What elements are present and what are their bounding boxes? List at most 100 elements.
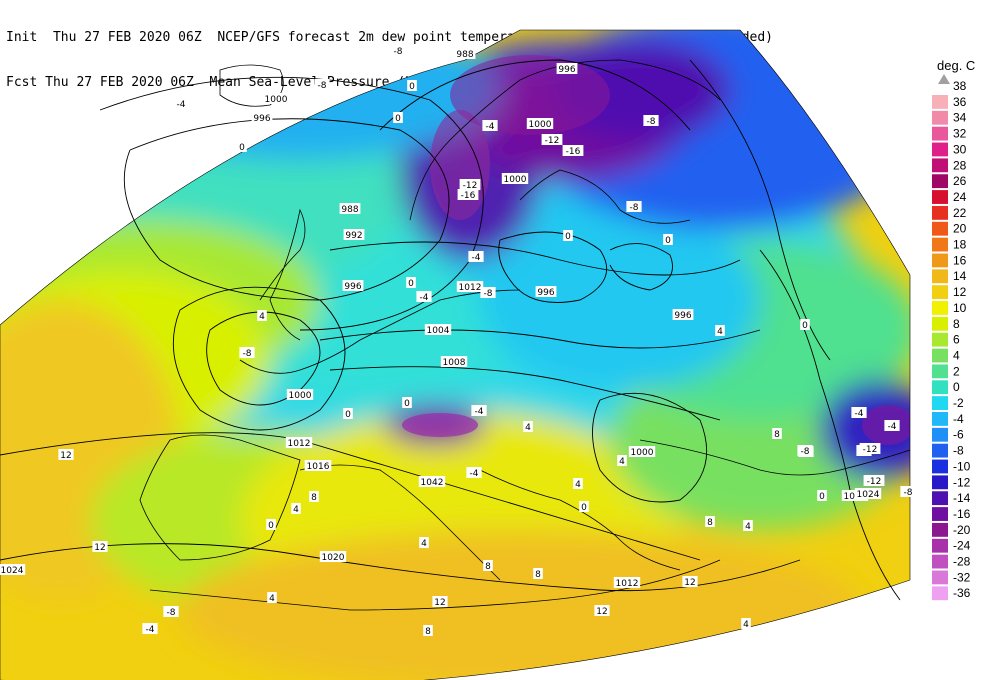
dewpoint-label-bg <box>423 625 433 636</box>
dewpoint-label: 8 <box>425 627 431 637</box>
dewpoint-label-bg <box>617 455 627 466</box>
dewpoint-label-bg <box>863 475 885 486</box>
dewpoint-label: 4 <box>717 327 723 337</box>
dewpoint-label-bg <box>407 80 417 91</box>
legend-label: -32 <box>953 570 971 584</box>
dewpoint-label: 4 <box>293 505 299 515</box>
isobar-label: 1000 <box>265 95 288 105</box>
dewpoint-label-bg <box>471 405 487 416</box>
legend-swatch <box>932 459 948 474</box>
dewpoint-label-bg <box>309 491 319 502</box>
dewpoint-label-bg <box>705 516 715 527</box>
dewpoint-label: -4 <box>472 253 481 263</box>
legend-swatch <box>932 174 948 189</box>
dewpoint-label: -8 <box>904 488 913 498</box>
dewpoint-label: -12 <box>867 477 882 487</box>
dewpoint-label-bg <box>743 520 753 531</box>
isobar-label-bg <box>285 437 313 448</box>
dewpoint-label-bg <box>772 428 782 439</box>
dewpoint-label: 12 <box>684 578 695 588</box>
legend-swatch <box>932 190 948 204</box>
isobar-label-bg <box>613 577 641 588</box>
dewpoint-label-bg <box>58 449 74 460</box>
dewpoint-label-bg <box>562 145 584 156</box>
dewpoint-label-bg <box>406 277 416 288</box>
isobar-label-bg <box>0 564 26 575</box>
dewpoint-label: 0 <box>408 279 414 289</box>
dewpoint-label-bg <box>573 478 583 489</box>
dewpoint-label: -16 <box>566 147 581 157</box>
dewpoint-label-bg <box>432 596 448 607</box>
isobar-label: 1024 <box>1 566 24 576</box>
dewpoint-label: 4 <box>743 620 749 630</box>
legend-label: -4 <box>953 412 964 426</box>
isobar-label-bg <box>251 112 273 123</box>
dewpoint-label-bg <box>594 605 610 616</box>
dewpoint-label-bg <box>173 98 189 109</box>
dewpoint-label: 8 <box>311 493 317 503</box>
legend-swatch <box>932 158 948 173</box>
dewpoint-label: 4 <box>269 594 275 604</box>
legend-label: -20 <box>953 523 971 537</box>
dewpoint-label-bg <box>390 45 406 56</box>
dewpoint-label-bg <box>142 623 158 634</box>
dewpoint-label: -8 <box>243 349 252 359</box>
dewpoint-label-bg <box>314 79 330 90</box>
dewpoint-label: 4 <box>525 423 531 433</box>
legend-label: 16 <box>953 253 967 267</box>
legend-label: -12 <box>953 475 971 489</box>
legend-swatch <box>932 301 948 315</box>
dewpoint-label-bg <box>800 319 810 330</box>
dewpoint-label: 0 <box>345 410 351 420</box>
legend-swatch <box>932 522 948 537</box>
dewpoint-label-bg <box>468 251 484 262</box>
legend-swatch <box>932 110 948 125</box>
dewpoint-label-bg <box>682 576 698 587</box>
isobar-label-bg <box>304 460 332 471</box>
isobar-label: 1012 <box>288 439 311 449</box>
dewpoint-label: -8 <box>630 203 639 213</box>
dewpoint-label: -4 <box>475 407 484 417</box>
legend-label: 10 <box>953 301 967 315</box>
dewpoint-label: -4 <box>470 469 479 479</box>
legend-label: 30 <box>953 142 967 156</box>
dewpoint-label: -8 <box>484 289 493 299</box>
dewpoint-label-bg <box>797 445 813 456</box>
dewpoint-label: -8 <box>801 447 810 457</box>
isobar-label-bg <box>556 63 578 74</box>
legend-swatch <box>932 396 948 410</box>
dewpoint-label-bg <box>563 230 573 241</box>
isobar-label-bg <box>418 476 446 487</box>
legend-label: 0 <box>953 380 960 394</box>
legend-swatch <box>932 427 948 442</box>
isobar-label-bg <box>456 281 484 292</box>
dewpoint-label-bg <box>393 112 403 123</box>
isobar-label: 1000 <box>631 448 654 458</box>
isobar-label: 1016 <box>307 462 330 472</box>
dewpoint-label-bg <box>163 606 179 617</box>
legend-label: 6 <box>953 333 960 347</box>
legend-swatch <box>932 364 948 379</box>
isobar-label-bg <box>535 286 557 297</box>
legend-swatch <box>932 554 948 569</box>
isobar-label: 1020 <box>322 553 345 563</box>
dewpoint-label-bg <box>715 325 725 336</box>
dewpoint-label: 8 <box>485 562 491 572</box>
dewpoint-label: 0 <box>819 492 825 502</box>
isobar-label-bg <box>339 203 361 214</box>
isobar-label: 1004 <box>427 326 450 336</box>
dewpoint-label-bg <box>626 201 642 212</box>
dewpoint-label-bg <box>459 179 481 190</box>
dewpoint-label: 12 <box>596 607 607 617</box>
legend-swatch <box>932 348 948 363</box>
isobar-label: 988 <box>456 50 473 60</box>
legend-swatch <box>932 316 948 331</box>
isobar-label-bg <box>342 280 364 291</box>
legend-label: -10 <box>953 459 971 473</box>
dewpoint-label: -16 <box>461 191 476 201</box>
isobar-label: 1024 <box>857 490 880 500</box>
legend-swatch <box>932 126 948 141</box>
legend-unit: deg. C <box>937 58 975 73</box>
dewpoint-label-bg <box>817 490 827 501</box>
isobar-label: 1000 <box>289 391 312 401</box>
